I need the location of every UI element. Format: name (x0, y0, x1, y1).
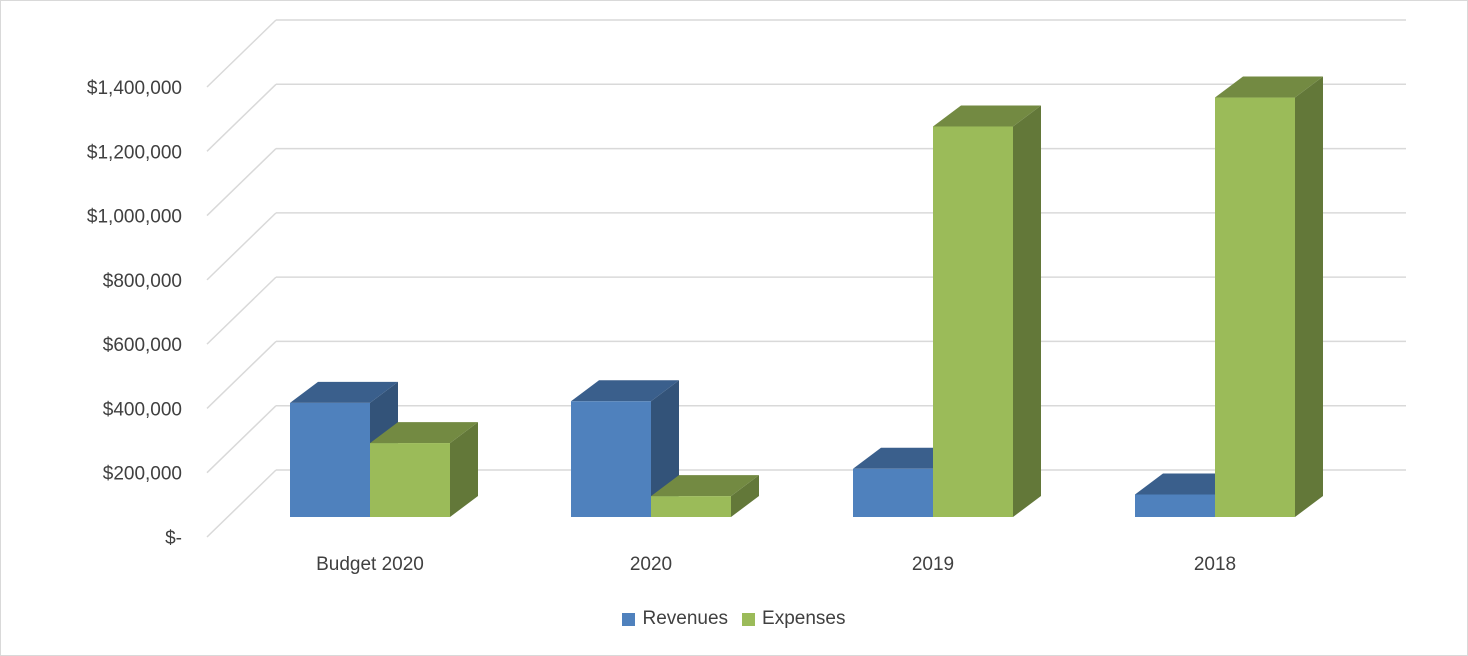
y-tick-label: $1,000,000 (87, 207, 182, 228)
gridline-depth (206, 83, 277, 152)
legend-label: Revenues (642, 608, 729, 629)
x-tick-label: Budget 2020 (316, 554, 424, 575)
bar-side-expenses (731, 475, 759, 517)
legend-swatch (622, 612, 636, 626)
legend-item-expenses: Expenses (742, 608, 846, 630)
bar-revenues (290, 402, 370, 517)
bar-revenues (1135, 494, 1215, 517)
bar-expenses (933, 126, 1013, 517)
gridline-depth (206, 405, 277, 474)
y-tick-label: $400,000 (103, 399, 182, 420)
gridline-depth (206, 212, 277, 281)
bar-top-expenses (933, 105, 1041, 127)
legend-swatch (742, 612, 756, 626)
legend-item-revenues: Revenues (622, 608, 728, 630)
bar-revenues (571, 401, 651, 517)
y-tick-label: $1,200,000 (87, 142, 182, 163)
bar-side-expenses (1295, 76, 1323, 518)
bar-expenses (370, 443, 450, 517)
gridline-depth (206, 19, 277, 88)
bar-top-expenses (370, 422, 478, 444)
bar-expenses (651, 496, 731, 517)
gridline-depth (206, 340, 277, 409)
bar-revenues (853, 468, 933, 517)
bar-top-expenses (1215, 76, 1323, 98)
y-tick-label: $1,400,000 (87, 78, 182, 99)
chart-legend: Revenues Expenses (0, 608, 1468, 630)
y-tick-label: $800,000 (103, 271, 182, 292)
bar-side-expenses (1013, 105, 1041, 517)
legend-label: Expenses (762, 608, 846, 629)
gridline-depth (206, 148, 277, 217)
bar-side-expenses (450, 422, 478, 517)
y-tick-label: $200,000 (103, 464, 182, 485)
bar-expenses (1215, 97, 1295, 518)
x-tick-label: 2019 (912, 554, 954, 575)
bar-top-revenues (290, 381, 398, 403)
bar-top-revenues (571, 380, 679, 402)
bar-chart-3d: $- $200,000 $400,000 $600,000 $800,000 $1,000… (87, 19, 1406, 575)
y-tick-label: $- (165, 528, 182, 549)
x-tick-label: 2020 (630, 554, 672, 575)
x-tick-label: 2018 (1194, 554, 1236, 575)
gridline-depth (206, 276, 277, 345)
bar-top-expenses (651, 475, 759, 497)
gridline-depth (206, 469, 277, 538)
y-tick-label: $600,000 (103, 335, 182, 356)
